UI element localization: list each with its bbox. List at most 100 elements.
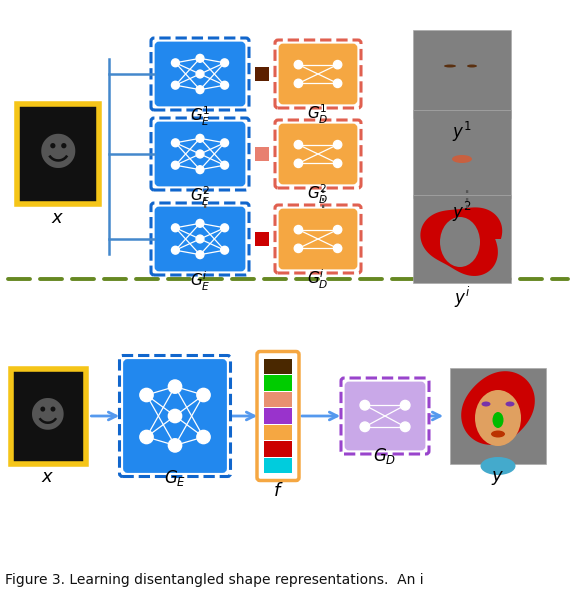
FancyBboxPatch shape [255,147,269,161]
Text: $\vdots$: $\vdots$ [193,188,207,210]
Circle shape [360,422,370,432]
FancyBboxPatch shape [156,208,244,270]
Circle shape [334,159,342,168]
Circle shape [168,380,181,393]
Circle shape [334,140,342,149]
Text: Figure 3. Learning disentangled shape representations.  An i: Figure 3. Learning disentangled shape re… [5,573,423,587]
Circle shape [196,150,204,158]
Ellipse shape [492,412,503,428]
Circle shape [196,219,204,228]
Circle shape [140,388,153,402]
Circle shape [294,61,302,69]
Text: $G_D$: $G_D$ [373,446,397,466]
FancyBboxPatch shape [413,30,511,118]
Text: $\vdots$: $\vdots$ [455,188,469,210]
FancyBboxPatch shape [450,368,546,464]
Circle shape [400,400,410,410]
Text: $y^2$: $y^2$ [452,200,472,224]
Text: $G_D^i$: $G_D^i$ [307,267,329,290]
Text: $y^i$: $y^i$ [454,285,470,309]
Circle shape [140,430,153,444]
FancyBboxPatch shape [255,67,269,81]
Text: ☻: ☻ [29,399,67,433]
Text: ☻: ☻ [38,135,78,173]
Circle shape [221,247,229,254]
Circle shape [196,166,204,173]
Polygon shape [461,371,535,445]
Circle shape [172,139,179,147]
FancyBboxPatch shape [255,232,269,246]
Circle shape [172,162,179,169]
Circle shape [221,59,229,67]
FancyBboxPatch shape [264,392,292,407]
Ellipse shape [506,402,514,406]
Text: $x$: $x$ [51,209,65,227]
Ellipse shape [452,155,472,163]
Circle shape [334,61,342,69]
FancyBboxPatch shape [17,104,99,204]
Circle shape [168,439,181,452]
FancyBboxPatch shape [346,383,424,449]
Text: $\vdots$: $\vdots$ [311,188,325,210]
Circle shape [400,422,410,432]
Circle shape [196,55,204,62]
Polygon shape [420,207,502,276]
Circle shape [196,70,204,78]
Ellipse shape [444,65,456,68]
FancyBboxPatch shape [124,361,225,472]
FancyBboxPatch shape [264,425,292,440]
FancyBboxPatch shape [264,441,292,457]
FancyBboxPatch shape [264,457,292,473]
FancyBboxPatch shape [10,368,85,463]
Circle shape [294,140,302,149]
Text: $G_E^2$: $G_E^2$ [190,184,210,207]
Circle shape [334,244,342,252]
Text: $x$: $x$ [41,469,55,486]
Circle shape [197,388,210,402]
Circle shape [168,409,181,423]
Text: $y$: $y$ [491,469,505,487]
FancyBboxPatch shape [264,408,292,424]
FancyBboxPatch shape [264,375,292,391]
Text: $G_D^1$: $G_D^1$ [307,102,329,125]
Circle shape [360,400,370,410]
FancyBboxPatch shape [280,45,356,103]
FancyBboxPatch shape [413,110,511,198]
Ellipse shape [482,402,491,406]
Ellipse shape [440,217,480,267]
Circle shape [172,224,179,232]
Text: $G_E$: $G_E$ [164,468,186,488]
Text: $G_E^i$: $G_E^i$ [190,270,210,293]
Circle shape [294,244,302,252]
Circle shape [294,226,302,234]
Text: $G_D^2$: $G_D^2$ [307,182,329,206]
Ellipse shape [480,457,516,475]
Ellipse shape [475,390,521,446]
Circle shape [221,139,229,147]
FancyBboxPatch shape [156,43,244,105]
Circle shape [172,59,179,67]
Text: $y^1$: $y^1$ [452,120,472,144]
Circle shape [196,235,204,243]
Circle shape [172,81,179,89]
FancyBboxPatch shape [264,359,292,374]
FancyBboxPatch shape [413,195,511,283]
Ellipse shape [467,65,477,68]
Circle shape [334,226,342,234]
FancyBboxPatch shape [280,125,356,183]
Ellipse shape [491,431,505,438]
Circle shape [221,162,229,169]
Circle shape [196,251,204,258]
Circle shape [197,430,210,444]
Text: $G_E^1$: $G_E^1$ [190,105,210,128]
Circle shape [334,79,342,87]
FancyBboxPatch shape [280,210,356,268]
Circle shape [294,79,302,87]
Circle shape [294,159,302,168]
Circle shape [221,81,229,89]
Circle shape [172,247,179,254]
Circle shape [196,86,204,94]
Circle shape [221,224,229,232]
FancyBboxPatch shape [156,123,244,185]
Circle shape [196,134,204,142]
